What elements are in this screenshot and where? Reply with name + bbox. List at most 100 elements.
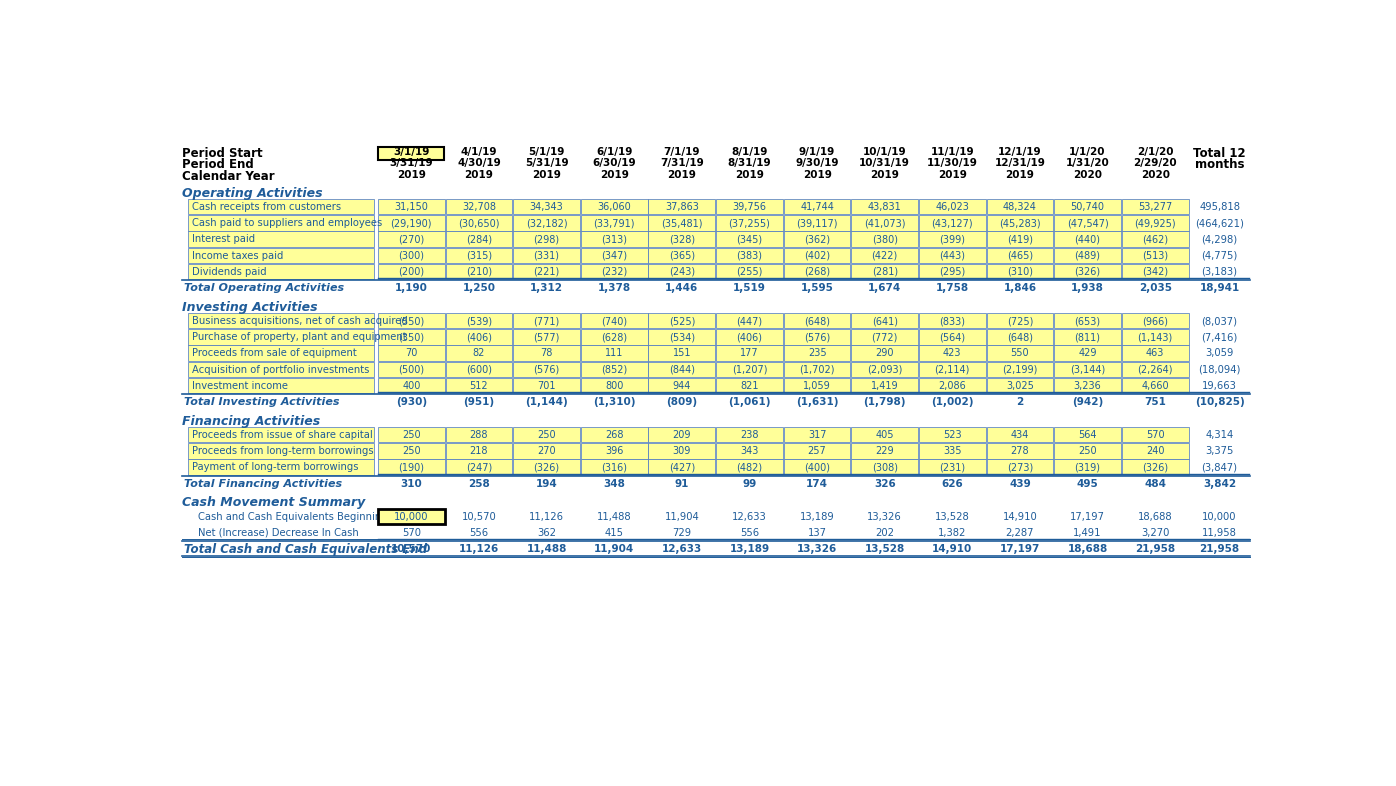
Bar xyxy=(514,329,579,344)
Text: 317: 317 xyxy=(808,430,826,440)
Text: 18,688: 18,688 xyxy=(1068,544,1107,554)
Text: 348: 348 xyxy=(603,479,625,489)
Bar xyxy=(581,427,648,443)
Text: 53,277: 53,277 xyxy=(1138,202,1173,212)
Bar xyxy=(514,459,579,475)
Text: (284): (284) xyxy=(466,234,491,244)
Bar xyxy=(581,264,648,279)
Text: 495,818: 495,818 xyxy=(1199,202,1240,212)
Bar xyxy=(378,427,445,443)
Text: 512: 512 xyxy=(469,380,489,391)
Text: (2,199): (2,199) xyxy=(1002,365,1037,375)
Text: Total 12: Total 12 xyxy=(1194,147,1245,160)
Text: 278: 278 xyxy=(1011,446,1029,456)
Text: 2,035: 2,035 xyxy=(1139,283,1171,293)
Text: Cash Movement Summary: Cash Movement Summary xyxy=(183,496,366,509)
Text: (383): (383) xyxy=(737,251,762,261)
Bar xyxy=(716,215,783,230)
Text: 1,758: 1,758 xyxy=(935,283,969,293)
Bar xyxy=(1054,329,1121,344)
Bar xyxy=(716,345,783,361)
Bar xyxy=(648,329,715,344)
Bar xyxy=(716,443,783,458)
Text: (811): (811) xyxy=(1075,332,1100,342)
Text: (844): (844) xyxy=(669,365,695,375)
Text: 2019: 2019 xyxy=(667,170,697,180)
Bar xyxy=(1054,378,1121,393)
Bar xyxy=(987,443,1054,458)
Text: (3,847): (3,847) xyxy=(1202,462,1238,472)
Bar xyxy=(852,345,919,361)
Text: (534): (534) xyxy=(669,332,695,342)
Text: 11,126: 11,126 xyxy=(529,512,564,522)
Bar xyxy=(1122,215,1188,230)
Text: (1,207): (1,207) xyxy=(732,365,768,375)
Bar xyxy=(716,199,783,215)
Text: 18,941: 18,941 xyxy=(1199,283,1240,293)
Text: 218: 218 xyxy=(469,446,489,456)
Text: (190): (190) xyxy=(398,462,424,472)
Text: 9/1/19: 9/1/19 xyxy=(799,147,835,156)
Text: (231): (231) xyxy=(940,462,966,472)
Text: (725): (725) xyxy=(1007,316,1033,326)
Bar xyxy=(852,443,919,458)
Text: 2/1/20: 2/1/20 xyxy=(1136,147,1174,156)
Text: (365): (365) xyxy=(669,251,695,261)
Bar xyxy=(581,248,648,263)
Text: (300): (300) xyxy=(398,251,424,261)
Text: 429: 429 xyxy=(1078,348,1097,358)
Text: Business acquisitions, net of cash acquired: Business acquisitions, net of cash acqui… xyxy=(191,316,408,326)
Bar xyxy=(648,264,715,279)
Text: (809): (809) xyxy=(666,397,698,407)
Text: (268): (268) xyxy=(804,266,831,277)
Text: (41,073): (41,073) xyxy=(864,219,906,228)
Bar xyxy=(1054,362,1121,377)
Text: 570: 570 xyxy=(1146,430,1164,440)
Bar xyxy=(919,215,986,230)
Bar xyxy=(514,248,579,263)
Text: (576): (576) xyxy=(804,332,831,342)
Bar xyxy=(1054,459,1121,475)
Text: 229: 229 xyxy=(875,446,893,456)
Text: (1,143): (1,143) xyxy=(1138,332,1173,342)
Bar xyxy=(716,427,783,443)
Bar xyxy=(1122,231,1188,247)
Text: 751: 751 xyxy=(1145,397,1166,407)
Bar xyxy=(783,231,850,247)
Text: 2,287: 2,287 xyxy=(1005,528,1034,538)
Bar xyxy=(188,313,374,329)
Text: 2019: 2019 xyxy=(870,170,899,180)
Bar xyxy=(783,362,850,377)
Text: (380): (380) xyxy=(871,234,898,244)
Text: 335: 335 xyxy=(944,446,962,456)
Text: 2,086: 2,086 xyxy=(938,380,966,391)
Bar xyxy=(987,231,1054,247)
Text: 3,375: 3,375 xyxy=(1205,446,1234,456)
Text: (1,631): (1,631) xyxy=(796,397,839,407)
Bar xyxy=(445,378,512,393)
Text: 288: 288 xyxy=(469,430,489,440)
Text: 13,528: 13,528 xyxy=(935,512,970,522)
Bar xyxy=(919,459,986,475)
Text: (525): (525) xyxy=(669,316,695,326)
Text: Cash paid to suppliers and employees: Cash paid to suppliers and employees xyxy=(191,219,381,228)
Text: 36,060: 36,060 xyxy=(597,202,631,212)
Text: 2019: 2019 xyxy=(938,170,967,180)
Text: 2019: 2019 xyxy=(532,170,561,180)
Bar xyxy=(852,248,919,263)
Bar xyxy=(716,378,783,393)
Text: (37,255): (37,255) xyxy=(729,219,771,228)
Bar xyxy=(445,443,512,458)
Text: 423: 423 xyxy=(944,348,962,358)
Text: 495: 495 xyxy=(1076,479,1099,489)
Bar xyxy=(581,329,648,344)
Text: Total Operating Activities: Total Operating Activities xyxy=(184,283,343,293)
Text: 362: 362 xyxy=(537,528,556,538)
Text: 13,189: 13,189 xyxy=(729,544,769,554)
Bar xyxy=(445,313,512,329)
Text: 250: 250 xyxy=(402,430,420,440)
Text: 1,312: 1,312 xyxy=(530,283,563,293)
Bar xyxy=(188,443,374,458)
Text: (47,547): (47,547) xyxy=(1067,219,1108,228)
Text: Operating Activities: Operating Activities xyxy=(183,187,322,200)
